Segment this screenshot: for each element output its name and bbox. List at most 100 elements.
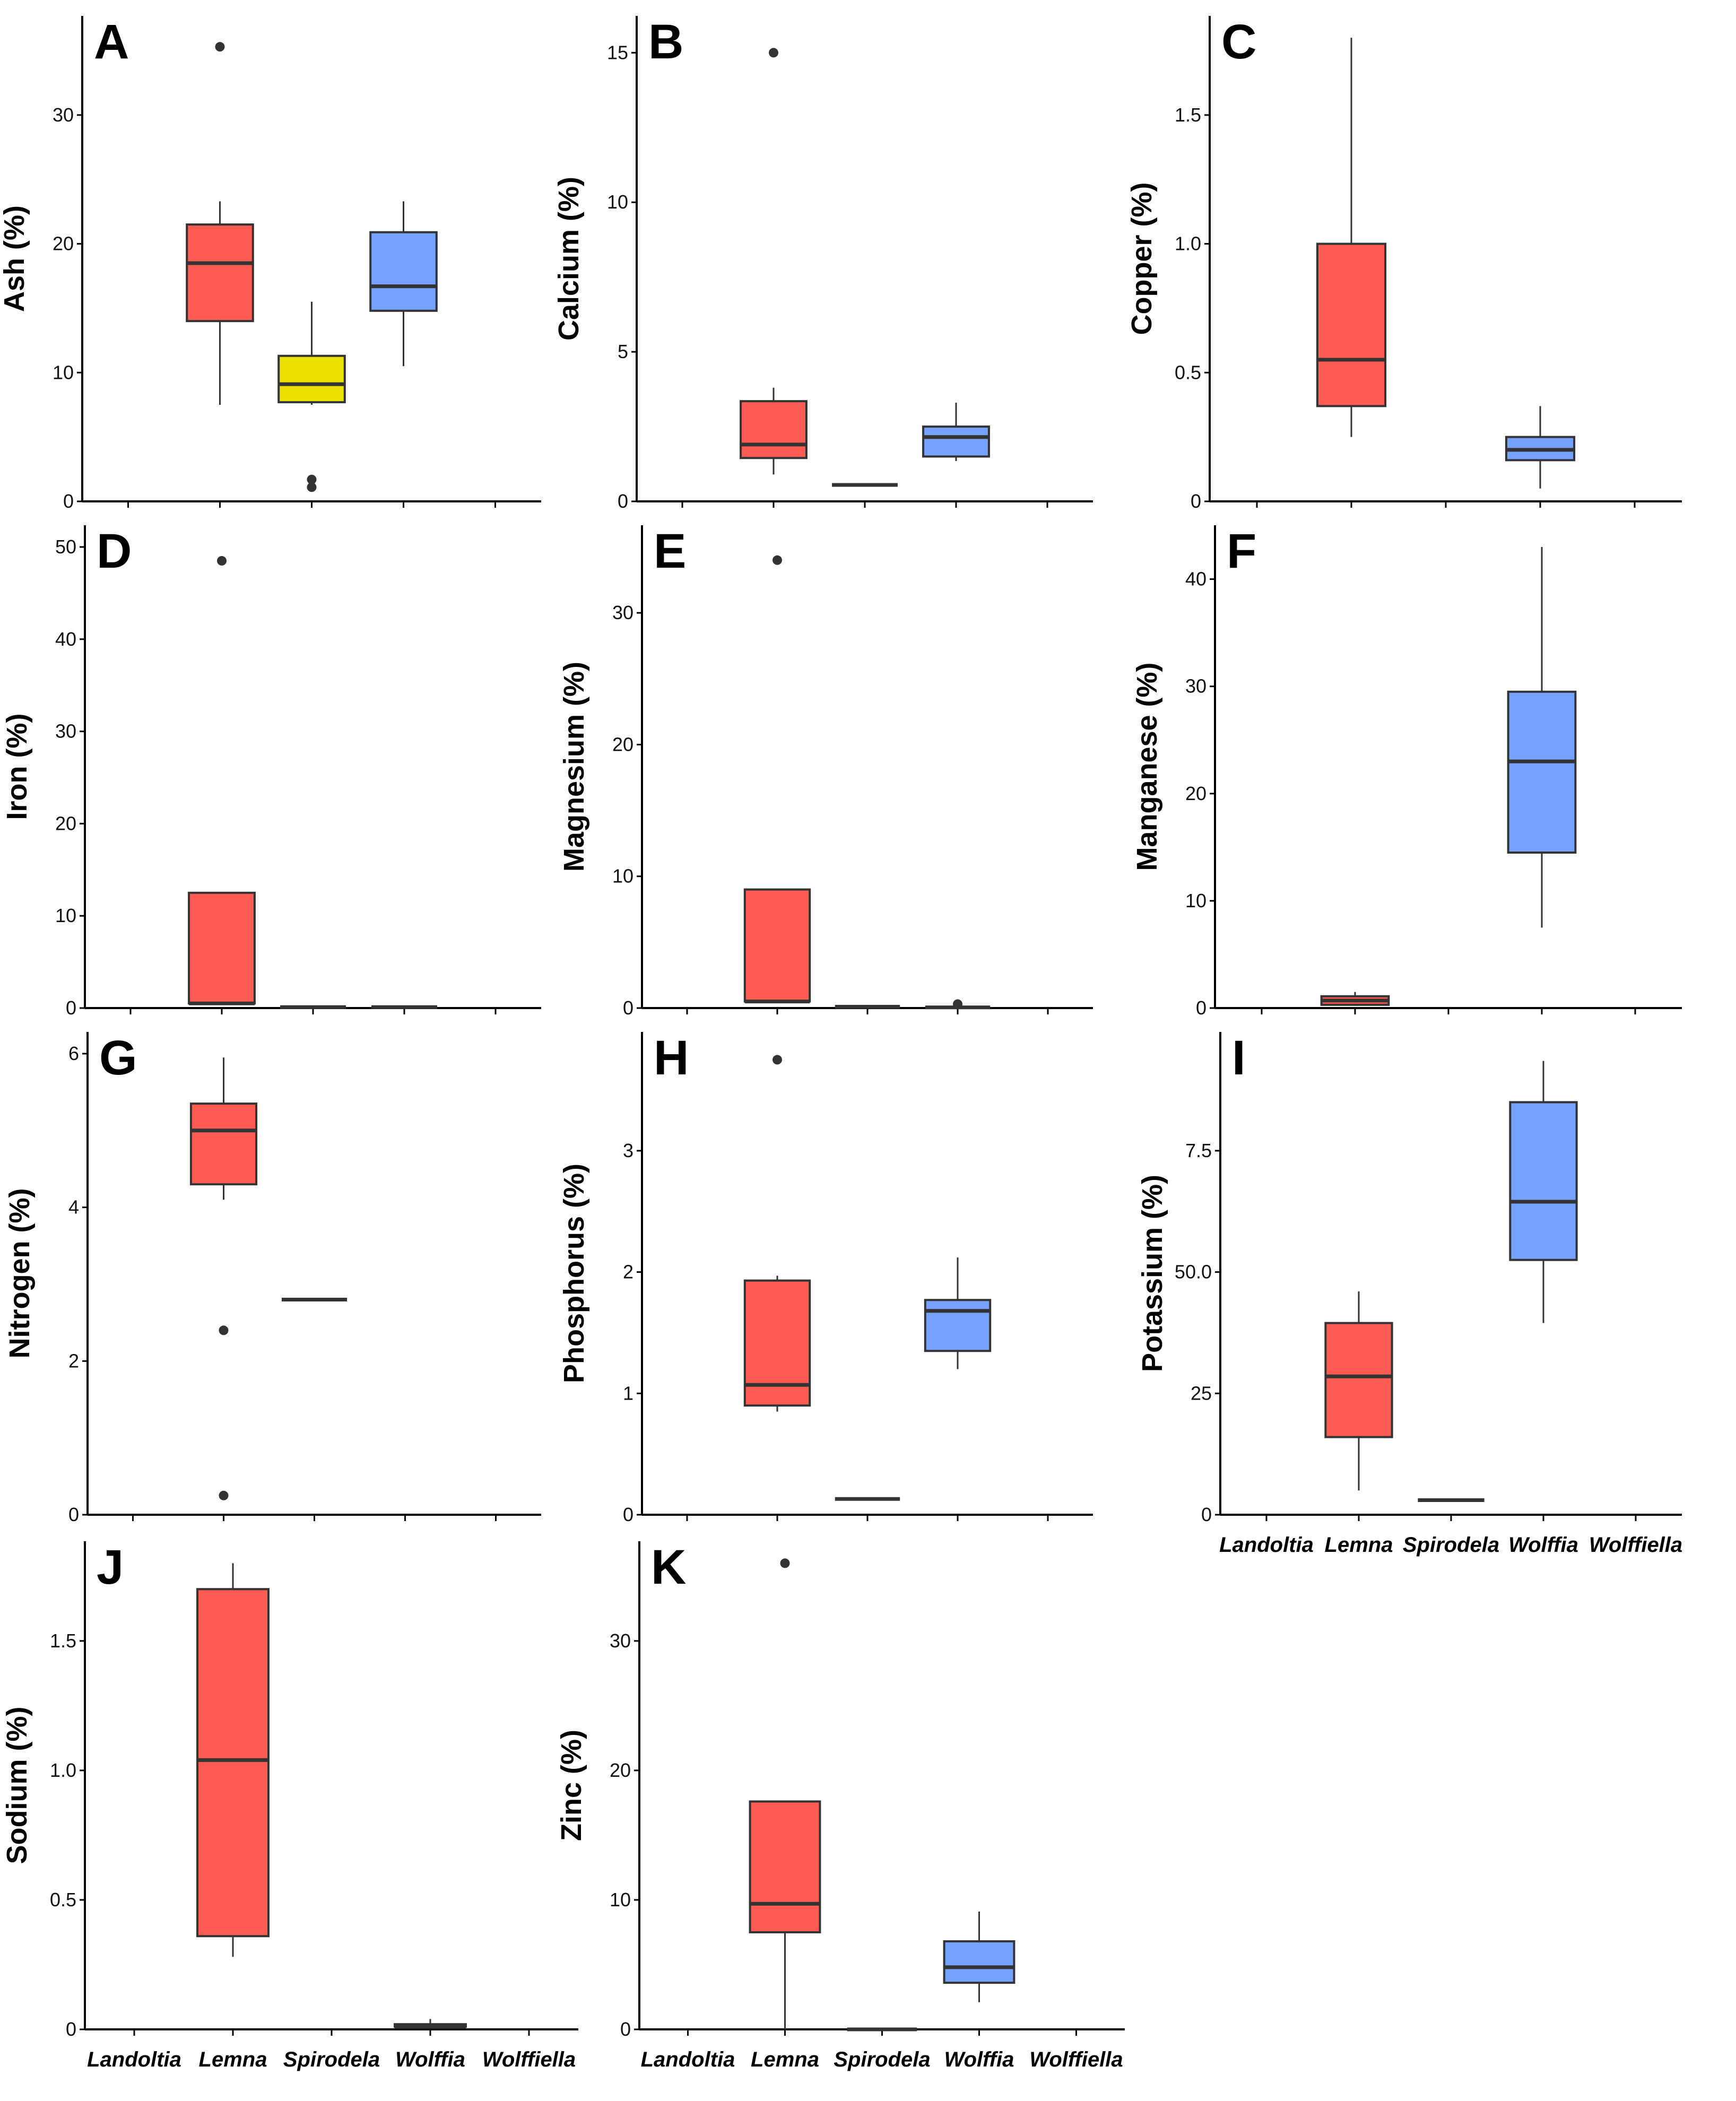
y-axis-title: Magnesium (%) [558,662,590,872]
iqr-box [1316,242,1387,407]
box-lemna [196,1563,270,1957]
y-tick-label: 10 [55,905,76,926]
x-tick-label-landoltia: Landoltia [1219,1533,1314,1557]
outlier-point [769,48,778,58]
panel-e: 0 10 20 30 Magnesium (%) E [558,524,1093,1019]
y-axis-title: Ash (%) [0,205,30,312]
box-wolffia [924,1257,992,1369]
box-wolffia [922,402,990,461]
panel-d: 0 10 20 30 40 50 Iron (%) D [1,524,541,1019]
panel-h: 0 1 2 3 Phosphorus (%) H [558,1031,1093,1525]
y-axis-title: Iron (%) [1,714,33,820]
y-tick-label: 0 [1201,1504,1212,1525]
box-lemna [749,1558,821,2029]
outlier-point [307,474,317,484]
panel-g: 0 2 4 6 Nitrogen (%) G [4,1031,541,1525]
outlier-point [307,482,317,492]
x-tick-label-lemna: Lemna [199,2048,267,2071]
y-axis-title: Copper (%) [1126,183,1158,335]
x-tick-label-spirodela: Spirodela [1403,1533,1499,1557]
y-tick-label: 20 [610,1759,631,1781]
panel-letter: D [97,524,132,578]
x-tick-label-wolffiella: Wolffiella [1029,2048,1123,2071]
box-wolffia [369,201,438,367]
panel-i: 0 25 50.0 7.5 Landoltia Lemna Spirodela Wolffia… [1136,1031,1682,1557]
box-wolffia [1507,546,1577,928]
y-tick-label: 2 [68,1350,79,1371]
y-tick-label: 25 [1191,1382,1212,1404]
x-tick-label-landoltia: Landoltia [87,2048,181,2071]
iqr-box [749,1800,821,1933]
y-tick-label: 0 [66,2018,76,2040]
y-tick-label: 20 [53,233,74,255]
y-tick-label: 40 [55,628,76,650]
outlier-point [953,999,962,1009]
y-tick-label: 1.5 [50,1630,76,1652]
y-tick-label: 5 [618,341,628,362]
outlier-point [772,555,782,565]
panel-letter: B [648,15,683,69]
box-wolffia [1509,1061,1578,1323]
box-lemna [189,1057,258,1500]
box-lemna [1316,38,1387,437]
x-tick-label-wolffia: Wolffia [944,2048,1014,2071]
y-axis-title: Phosphorus (%) [558,1164,590,1383]
outlier-point [219,1325,229,1335]
y-tick-label: 1.0 [50,1759,76,1781]
box-lemna [188,556,256,1005]
y-tick-label: 0 [618,490,628,512]
panel-f: 0 10 20 30 40 Manganese (%) F [1131,524,1682,1019]
y-tick-label: 0 [68,1504,79,1525]
y-axis-title: Sodium (%) [1,1707,33,1864]
y-axis-title: Potassium (%) [1136,1175,1168,1372]
y-tick-label: 7.5 [1185,1140,1212,1161]
y-tick-label: 0 [1191,490,1201,512]
y-tick-label: 1 [623,1382,633,1404]
outlier-point [215,42,225,52]
box-wolffia [1505,406,1576,489]
y-tick-label: 0 [623,997,633,1019]
iqr-box [924,1299,992,1352]
panel-letter: K [651,1540,686,1594]
outlier-point [219,1490,229,1500]
y-tick-label: 50 [55,536,76,558]
iqr-box [740,400,808,459]
y-tick-label: 50.0 [1175,1261,1212,1283]
panel-letter: C [1221,15,1256,69]
y-tick-label: 10 [53,361,74,383]
box-lemna [1320,992,1390,1006]
panel-letter: I [1232,1031,1246,1085]
y-tick-label: 1.0 [1175,233,1201,255]
y-tick-label: 20 [612,733,633,755]
x-tick-label-lemna: Lemna [1325,1533,1393,1557]
y-tick-label: 10 [612,865,633,887]
x-tick-label-landoltia: Landoltia [641,2048,735,2071]
iqr-box [369,231,438,312]
y-tick-label: 30 [55,720,76,742]
box-lemna [743,555,811,1004]
iqr-box [186,223,254,323]
panel-letter: J [97,1540,124,1594]
box-wolffia [943,1911,1015,2002]
y-tick-label: 0 [63,490,74,512]
iqr-box [277,354,346,404]
x-tick-label-wolffiella: Wolffiella [1589,1533,1682,1557]
y-axis-title: Manganese (%) [1131,662,1163,871]
y-tick-label: 30 [610,1630,631,1652]
y-tick-label: 20 [55,812,76,834]
box-lemna [1324,1291,1393,1491]
y-tick-label: 10 [610,1889,631,1911]
y-axis-title: Zinc (%) [555,1730,587,1841]
panel-letter: A [94,15,129,69]
panel-letter: G [99,1031,137,1085]
outlier-point [780,1558,790,1568]
y-tick-label: 4 [68,1196,79,1218]
panel-j: 0 0.5 1.0 1.5 Landoltia Lemna Spirodela Wolffia… [1,1540,578,2071]
box-wolffia [394,2019,467,2029]
outlier-point [772,1055,782,1065]
x-tick-label-lemna: Lemna [751,2048,819,2071]
y-tick-label: 0 [620,2018,631,2040]
y-tick-label: 30 [1185,675,1206,697]
x-tick-label-wolffiella: Wolffiella [482,2048,576,2071]
panel-letter: H [654,1031,689,1085]
